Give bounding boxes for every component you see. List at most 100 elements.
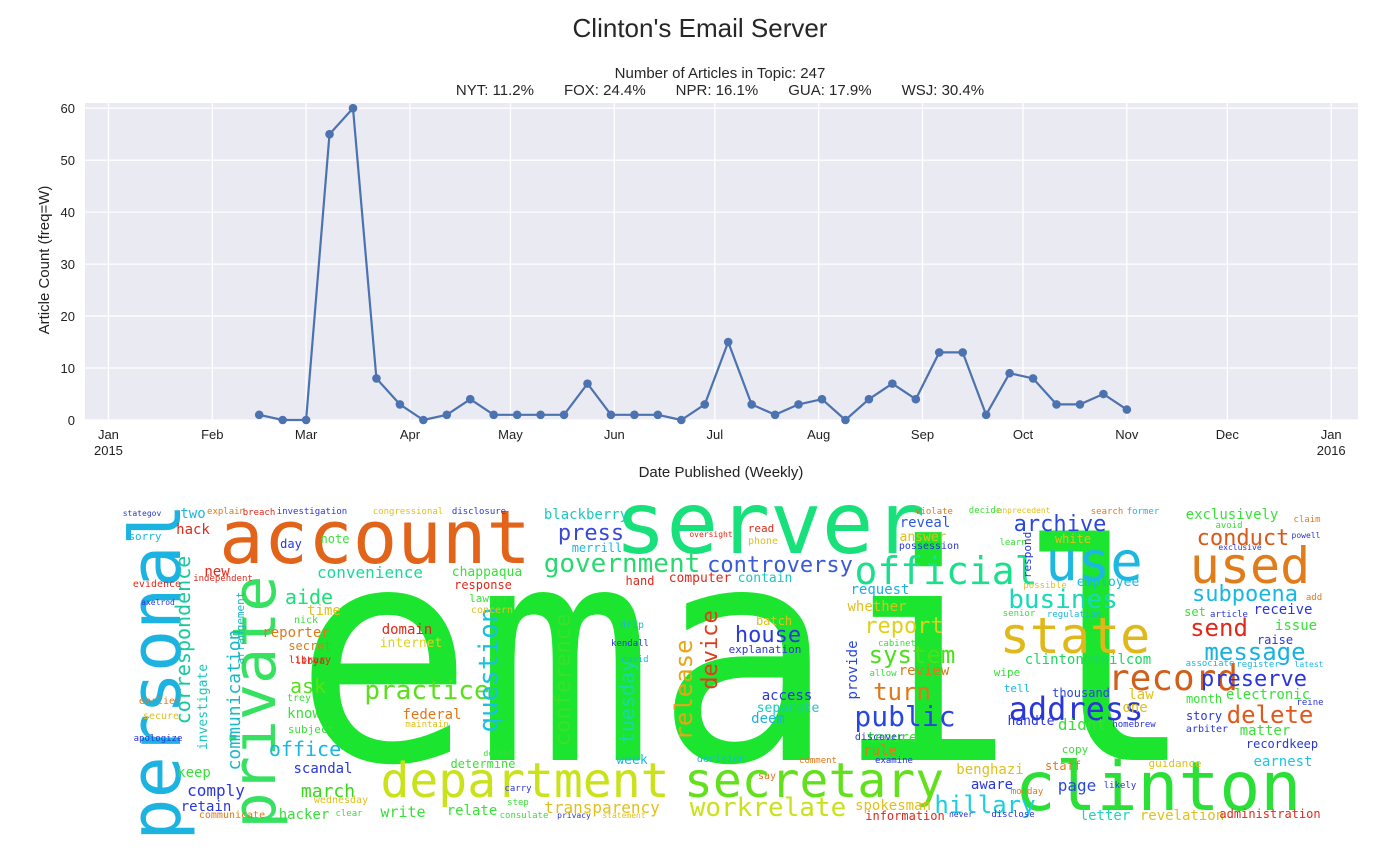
- word-cloud-word: concern: [471, 605, 513, 616]
- word-cloud-word: address: [1009, 690, 1144, 728]
- word-cloud-word: decide: [969, 506, 1002, 516]
- word-cloud-word: report: [864, 614, 943, 639]
- word-cloud-word: chappaqua: [452, 565, 522, 580]
- word-cloud-word: defend: [484, 749, 513, 758]
- word-cloud-word: wipe: [994, 666, 1021, 679]
- word-cloud-word: handle: [1008, 714, 1055, 729]
- word-cloud-word: maintain: [405, 720, 448, 730]
- data-point: [700, 400, 710, 409]
- word-cloud-word: reveal: [900, 515, 951, 531]
- x-tick-label: Mar: [295, 427, 318, 442]
- word-cloud-word: secure: [143, 711, 179, 722]
- word-cloud-word: receive: [1253, 602, 1312, 618]
- word-cloud-word: possible: [1023, 581, 1066, 591]
- word-cloud-word: matter: [1240, 723, 1291, 739]
- word-cloud-word: determine: [450, 757, 515, 771]
- word-cloud-word: record: [1108, 658, 1238, 699]
- word-cloud-word: comment: [799, 756, 837, 766]
- word-cloud-word: information: [865, 809, 944, 823]
- word-cloud-word: investigation: [277, 507, 347, 517]
- data-point: [536, 410, 545, 420]
- x-tick-label: Jun: [604, 427, 625, 442]
- word-cloud-word: practice: [364, 676, 489, 706]
- word-cloud-word: government: [544, 549, 701, 579]
- word-cloud-word: register: [1236, 660, 1280, 670]
- word-cloud-word: whether: [847, 599, 906, 615]
- word-cloud-background: [120, 503, 1325, 825]
- data-point: [559, 410, 569, 420]
- word-cloud-word: convenience: [317, 563, 423, 582]
- word-cloud-word: investigate: [196, 664, 211, 750]
- word-cloud-word: release: [670, 639, 698, 740]
- word-cloud-word: subject: [288, 723, 334, 736]
- word-cloud-word: apologize: [134, 734, 183, 744]
- word-cloud-word: write: [380, 803, 425, 821]
- series-group: [254, 103, 1132, 425]
- word-cloud-word: congressional: [373, 507, 443, 517]
- word-cloud-word: scandal: [293, 761, 352, 777]
- word-cloud-word: contain: [738, 571, 793, 586]
- word-cloud-word: explanation: [729, 643, 802, 656]
- x-tick-year: 2015: [94, 443, 123, 458]
- word-cloud-word: day: [280, 537, 302, 551]
- word-cloud-word: add: [1306, 593, 1322, 603]
- word-cloud-word: retain: [181, 799, 232, 815]
- word-cloud-word: private: [220, 576, 290, 829]
- data-point: [348, 103, 358, 113]
- y-tick-label: 40: [61, 205, 75, 220]
- word-cloud-word: state: [1000, 607, 1151, 665]
- gridlines: [85, 103, 1358, 421]
- x-tick-label: Jul: [706, 427, 723, 442]
- word-cloud-word: search: [1091, 507, 1124, 517]
- data-point: [278, 415, 287, 425]
- word-cloud-word: trey: [287, 693, 311, 704]
- word-cloud-word: learn: [999, 538, 1026, 548]
- word-cloud-word: keep: [177, 765, 211, 781]
- word-cloud-word: independent: [193, 574, 253, 584]
- x-tick-label: Jan: [1321, 427, 1342, 442]
- data-point: [465, 394, 475, 404]
- word-cloud-word: deem: [751, 711, 785, 727]
- word-cloud-word: exclusively: [1186, 507, 1279, 523]
- data-point: [1099, 389, 1108, 399]
- word-cloud-word: request: [850, 582, 909, 598]
- word-cloud-word: march: [301, 781, 355, 802]
- data-point: [372, 374, 381, 383]
- word-cloud-word: drip: [620, 620, 644, 631]
- x-tick-label: Oct: [1013, 427, 1034, 442]
- word-cloud-word: review: [899, 663, 950, 679]
- data-point: [888, 379, 897, 388]
- data-point: [630, 410, 639, 420]
- word-cloud-word: email: [293, 482, 1196, 831]
- word-cloud-word: david: [621, 655, 648, 665]
- word-cloud-word: clintonemailcom: [1025, 652, 1151, 668]
- word-cloud-word: server: [615, 474, 926, 574]
- word-cloud-word: electronic: [1226, 687, 1310, 703]
- data-point: [653, 410, 663, 420]
- word-cloud-word: didnt: [1058, 715, 1106, 734]
- figure-title: Clinton's Email Server: [573, 13, 828, 43]
- word-cloud-word: oversight: [689, 530, 733, 539]
- word-cloud-word: hand: [626, 574, 655, 588]
- data-point: [606, 410, 616, 420]
- word-cloud-word: associate: [1186, 659, 1235, 669]
- x-tick-label: Feb: [201, 427, 223, 442]
- word-cloud-word: internet: [380, 636, 443, 651]
- word-cloud-word: copy: [1062, 743, 1089, 756]
- word-cloud-word: ask: [290, 674, 326, 698]
- word-cloud-word: say: [758, 771, 776, 782]
- word-cloud-word: page: [1058, 776, 1097, 795]
- word-cloud-word: allow: [869, 669, 897, 679]
- y-tick-label: 60: [61, 101, 75, 116]
- data-point: [512, 410, 522, 420]
- word-cloud-word: tenure: [867, 730, 918, 746]
- word-cloud-word: likely: [1104, 781, 1137, 791]
- word-cloud-word: time: [307, 603, 341, 619]
- data-point: [325, 129, 334, 139]
- word-cloud-word: provide: [845, 640, 861, 699]
- x-tick-year: 2016: [1317, 443, 1346, 458]
- data-point: [864, 394, 874, 404]
- word-cloud-word: guidance: [1149, 757, 1202, 770]
- data-point: [934, 348, 944, 357]
